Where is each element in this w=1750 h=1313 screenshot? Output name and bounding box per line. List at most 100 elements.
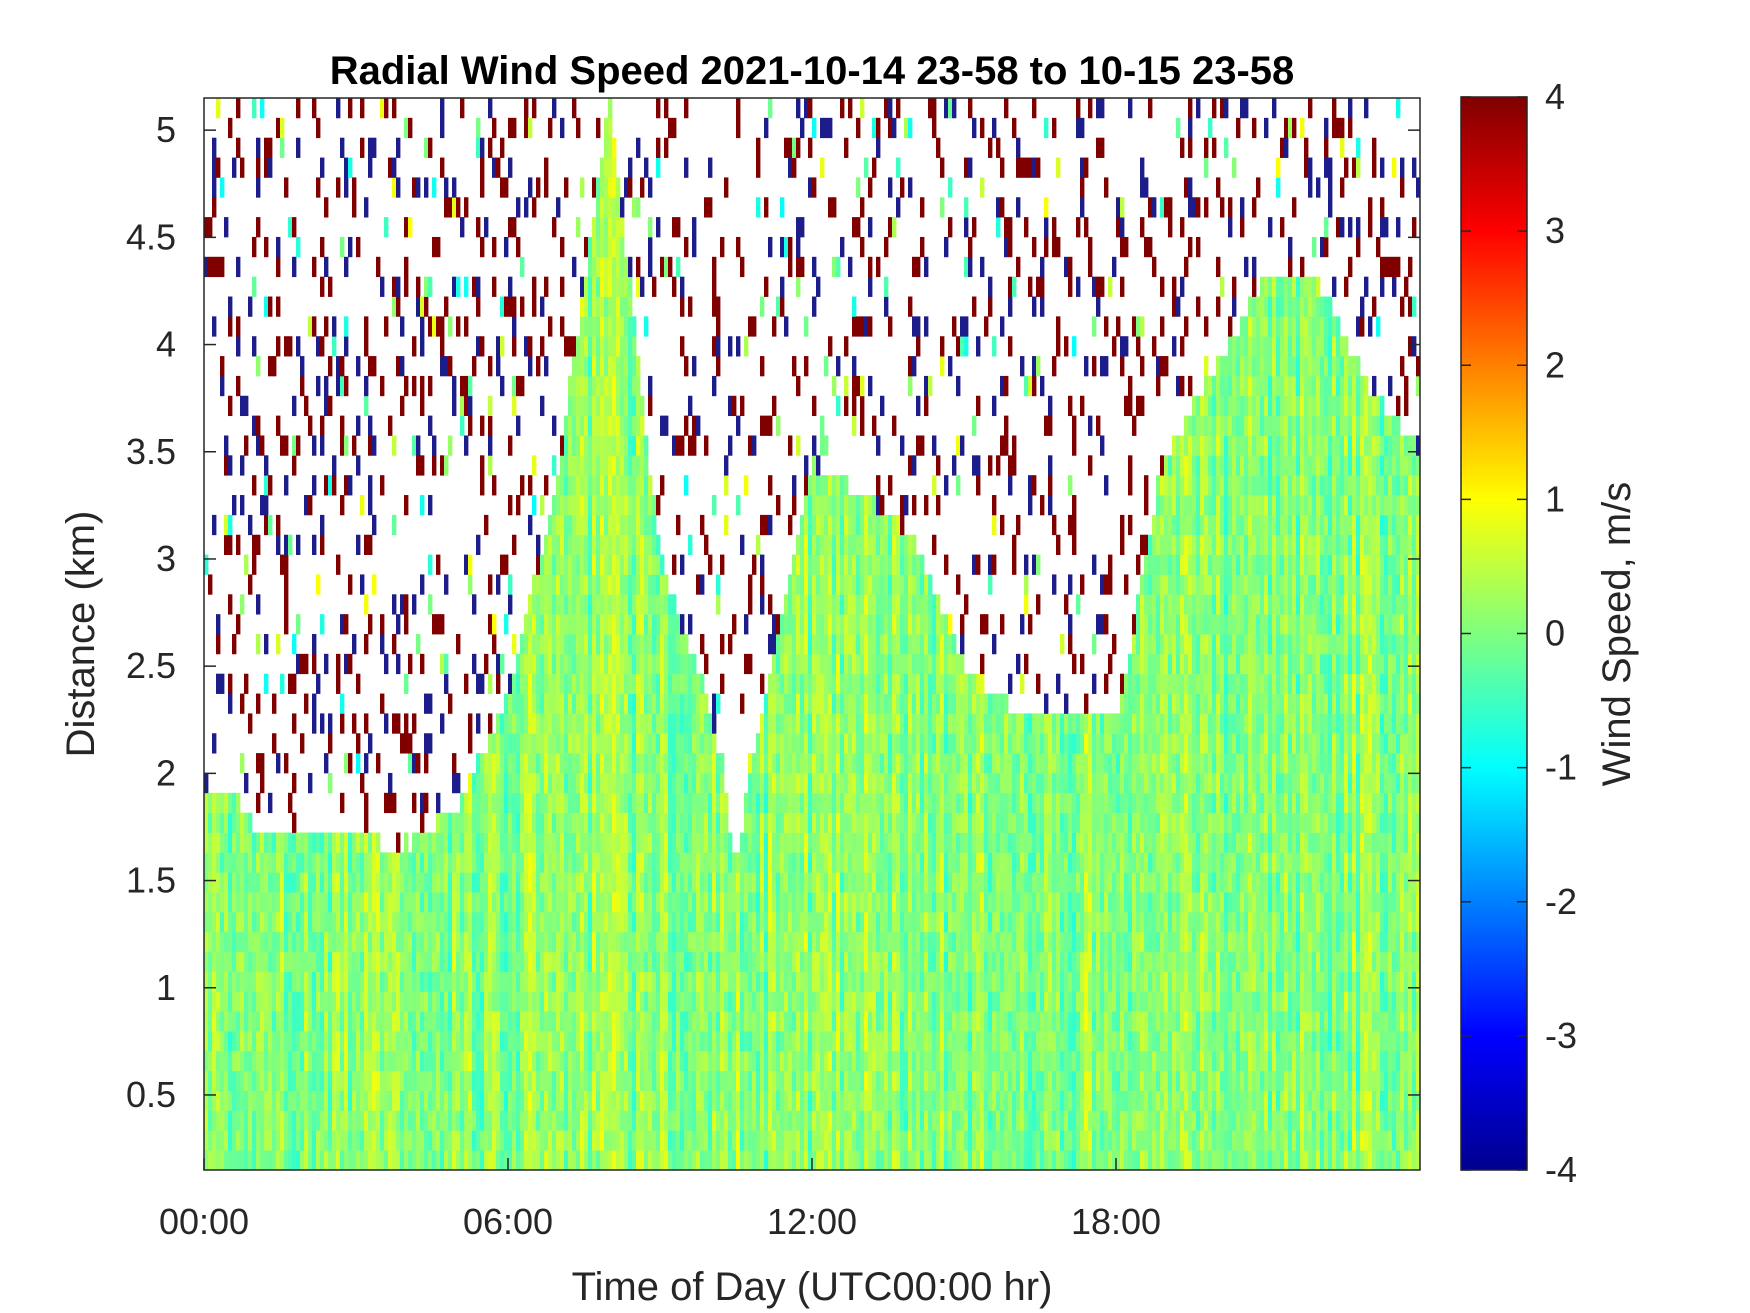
heatmap-cell [264, 236, 269, 258]
heatmap-cell [632, 594, 637, 615]
heatmap-cell [768, 852, 773, 873]
heatmap-cell [508, 495, 513, 516]
heatmap-cell [620, 634, 625, 655]
heatmap-cell [784, 634, 789, 655]
heatmap-cell [636, 634, 641, 655]
heatmap-cell [804, 356, 809, 377]
heatmap-cell [284, 475, 289, 496]
heatmap-cell [836, 872, 841, 893]
heatmap-cell [508, 931, 513, 953]
heatmap-cell [268, 852, 273, 873]
heatmap-cell [760, 296, 765, 317]
heatmap-cell [272, 991, 277, 1012]
heatmap-cell [564, 495, 569, 516]
heatmap-cell [556, 971, 561, 992]
heatmap-cell [548, 594, 553, 615]
heatmap-cell [660, 792, 665, 814]
heatmap-cell [696, 1150, 701, 1170]
heatmap-cell [796, 693, 801, 714]
heatmap-cell [548, 1090, 553, 1111]
heatmap-cell [748, 852, 753, 873]
heatmap-cell [352, 991, 357, 1012]
heatmap-cell [776, 991, 781, 1012]
heatmap-cell [416, 971, 421, 992]
heatmap-cell [416, 1011, 421, 1032]
heatmap-cell [440, 1031, 445, 1052]
heatmap-cell [284, 852, 289, 873]
heatmap-cell [536, 812, 541, 833]
heatmap-cell [468, 395, 473, 417]
heatmap-cell [256, 1050, 261, 1072]
heatmap-cell [468, 971, 473, 992]
heatmap-cell [640, 1011, 645, 1032]
heatmap-cell [676, 733, 681, 754]
heatmap-cell [544, 356, 549, 377]
heatmap-cell [520, 375, 525, 397]
heatmap-cell [744, 1070, 749, 1091]
heatmap-cell [488, 574, 493, 595]
heatmap-cell [728, 832, 733, 853]
heatmap-cell [784, 1070, 789, 1091]
heatmap-cell [464, 1110, 469, 1131]
heatmap-cell [548, 1031, 553, 1052]
heatmap-cell [772, 1031, 777, 1052]
heatmap-cell [528, 832, 533, 853]
heatmap-cell [256, 872, 261, 893]
heatmap-cell [468, 872, 473, 893]
heatmap-cell [660, 892, 665, 913]
heatmap-cell [252, 1011, 257, 1032]
heatmap-cell [220, 1011, 225, 1032]
heatmap-cell [312, 634, 317, 655]
heatmap-cell [684, 634, 689, 655]
heatmap-cell [460, 1150, 465, 1170]
heatmap-cell [528, 931, 533, 953]
heatmap-cell [656, 495, 661, 516]
heatmap-cell [380, 892, 385, 913]
heatmap-cell [596, 1110, 601, 1131]
heatmap-cell [368, 534, 373, 555]
heatmap-cell [504, 1130, 509, 1151]
heatmap-cell [612, 1011, 617, 1032]
heatmap-cell [624, 356, 629, 377]
heatmap-cell [328, 1110, 333, 1131]
heatmap-cell [836, 852, 841, 873]
heatmap-cell [436, 554, 441, 575]
heatmap-cell [576, 832, 581, 853]
heatmap-cell [412, 1031, 417, 1052]
heatmap-cell [660, 753, 665, 774]
heatmap-cell [656, 217, 661, 238]
heatmap-cell [372, 514, 377, 536]
heatmap-cell [488, 772, 493, 794]
heatmap-cell [824, 1050, 829, 1072]
heatmap-cell [548, 693, 553, 714]
heatmap-cell [256, 435, 261, 456]
heatmap-cell [416, 1070, 421, 1091]
heatmap-cell [792, 594, 797, 615]
heatmap-cell [428, 1050, 433, 1072]
heatmap-cell [816, 495, 821, 516]
heatmap-cell [280, 117, 285, 139]
heatmap-cell [408, 1110, 413, 1131]
heatmap-cell [480, 475, 485, 496]
heatmap-cell [600, 1110, 605, 1131]
heatmap-cell [728, 1130, 733, 1151]
heatmap-cell [264, 634, 269, 655]
heatmap-cell [580, 594, 585, 615]
heatmap-cell [340, 1150, 345, 1170]
heatmap-cell [208, 1011, 213, 1032]
heatmap-cell [828, 1011, 833, 1032]
heatmap-cell [756, 1130, 761, 1151]
heatmap-cell [388, 1070, 393, 1091]
heatmap-cell [616, 554, 621, 575]
heatmap-cell [344, 951, 349, 972]
heatmap-cell [364, 336, 369, 357]
heatmap-cell [544, 991, 549, 1012]
heatmap-cell [644, 1031, 649, 1052]
heatmap-cell [784, 951, 789, 972]
heatmap-cell [628, 653, 633, 675]
heatmap-cell [732, 395, 737, 417]
heatmap-cell [632, 197, 637, 218]
heatmap-cell [208, 1090, 213, 1111]
heatmap-cell [748, 812, 753, 833]
heatmap-cell [628, 673, 633, 694]
